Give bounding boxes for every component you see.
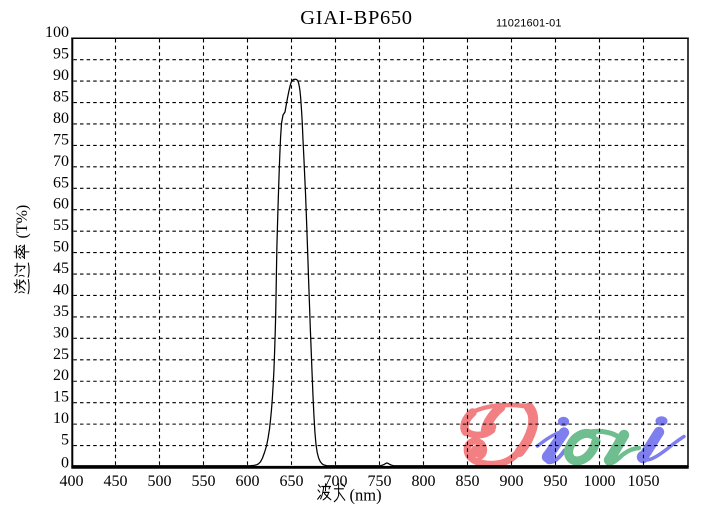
svg-text:400: 400 <box>60 473 84 490</box>
svg-text:550: 550 <box>192 473 216 490</box>
svg-text:35: 35 <box>53 303 69 320</box>
svg-text:85: 85 <box>53 89 69 106</box>
svg-text:45: 45 <box>53 260 69 277</box>
svg-text:70: 70 <box>53 153 69 170</box>
svg-text:900: 900 <box>500 473 524 490</box>
svg-text:650: 650 <box>280 473 304 490</box>
svg-text:95: 95 <box>53 46 69 63</box>
svg-text:25: 25 <box>53 346 69 363</box>
svg-text:950: 950 <box>544 473 568 490</box>
svg-text:(nm): (nm) <box>350 485 382 504</box>
svg-text:100: 100 <box>45 24 69 41</box>
svg-text:(T%): (T%) <box>14 205 31 239</box>
svg-text:800: 800 <box>412 473 436 490</box>
svg-text:10: 10 <box>53 410 69 427</box>
svg-text:GIAI-BP650: GIAI-BP650 <box>300 7 412 29</box>
svg-text:90: 90 <box>53 67 69 84</box>
svg-text:500: 500 <box>148 473 172 490</box>
svg-text:50: 50 <box>53 239 69 256</box>
svg-text:700: 700 <box>324 473 348 490</box>
svg-text:1050: 1050 <box>628 473 660 490</box>
svg-text:65: 65 <box>53 174 69 191</box>
svg-text:850: 850 <box>456 473 480 490</box>
svg-text:450: 450 <box>104 473 128 490</box>
svg-text:15: 15 <box>53 389 69 406</box>
svg-text:40: 40 <box>53 281 69 298</box>
svg-text:11021601-01: 11021601-01 <box>496 17 562 29</box>
svg-text:0: 0 <box>61 455 69 472</box>
svg-text:1000: 1000 <box>584 473 616 490</box>
svg-text:5: 5 <box>61 432 69 449</box>
svg-text:600: 600 <box>236 473 260 490</box>
svg-text:80: 80 <box>53 110 69 127</box>
svg-text:55: 55 <box>53 217 69 234</box>
svg-text:750: 750 <box>368 473 392 490</box>
svg-text:60: 60 <box>53 196 69 213</box>
svg-text:20: 20 <box>53 367 69 384</box>
svg-text:30: 30 <box>53 324 69 341</box>
svg-text:75: 75 <box>53 131 69 148</box>
